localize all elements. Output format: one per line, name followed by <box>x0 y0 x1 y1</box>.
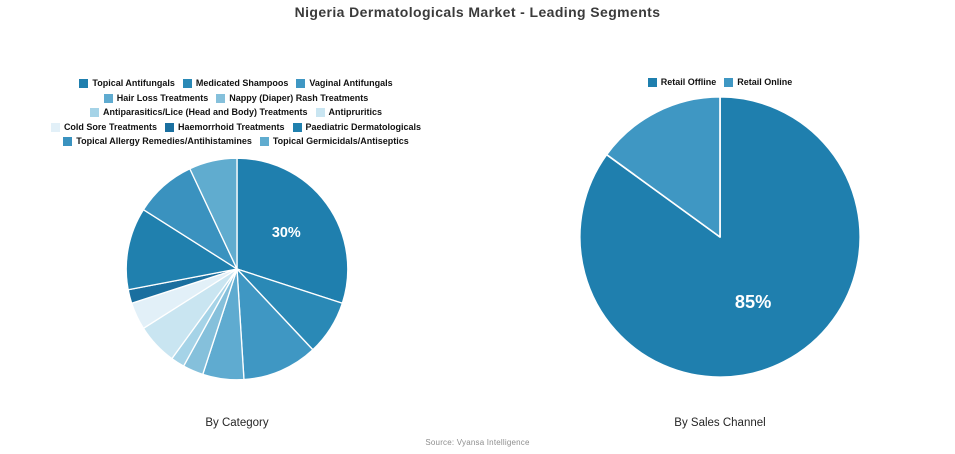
legend-item-cold-sore-treatments[interactable]: Cold Sore Treatments <box>50 121 157 133</box>
sales-channel-caption: By Sales Channel <box>674 417 766 429</box>
legend-label: Vaginal Antifungals <box>309 78 393 88</box>
legend-item-hair-loss-treatments[interactable]: Hair Loss Treatments <box>103 92 209 104</box>
pie-slice-1[interactable] <box>605 95 721 238</box>
legend-label: Retail Offline <box>660 77 717 87</box>
legend-label: Antiparasitics/Lice (Head and Body) Trea… <box>102 107 308 117</box>
legend-swatch-icon <box>89 108 99 117</box>
legend-row: Antiparasitics/Lice (Head and Body) Trea… <box>10 107 462 118</box>
legend-swatch-icon <box>50 122 60 132</box>
pie-data-label: 30% <box>272 225 301 241</box>
category-legend: Topical Antifungals Medicated Shampoos Vag… <box>10 78 462 147</box>
source-note: Source: Vyansa Intelligence <box>425 438 530 447</box>
legend-item-nappy-diaper-rash-treatments[interactable]: Nappy (Diaper) Rash Treatments <box>216 93 368 104</box>
legend-label: Haemorrhoid Treatments <box>177 121 285 132</box>
legend-item-antipruritics[interactable]: Antipruritics <box>315 107 383 118</box>
legend-row: Topical Allergy Remedies/Antihistamines T… <box>10 136 462 147</box>
legend-swatch-icon <box>182 79 192 88</box>
legend-item-retail-online[interactable]: Retail Online <box>724 77 792 88</box>
legend-label: Medicated Shampoos <box>195 78 289 88</box>
legend-label: Topical Antifungals <box>92 78 175 88</box>
legend-swatch-icon <box>647 78 657 87</box>
pie-slice-2[interactable] <box>236 268 314 381</box>
pie-slice-11[interactable] <box>189 157 238 270</box>
legend-swatch-icon <box>259 137 269 146</box>
page-title: Nigeria Dermatologicals Market - Leading… <box>294 4 661 20</box>
legend-item-paediatric-dermatologicals[interactable]: Paediatric Dermatologicals <box>292 121 422 133</box>
sales-channel-legend: Retail Offline Retail Online <box>562 77 878 88</box>
pie-data-label: 85% <box>735 292 771 312</box>
legend-item-topical-antifungals[interactable]: Topical Antifungals <box>79 78 175 89</box>
legend-label: Cold Sore Treatments <box>63 121 157 132</box>
legend-swatch-icon <box>216 93 226 103</box>
legend-label: Topical Allergy Remedies/Antihistamines <box>76 136 252 146</box>
legend-swatch-icon <box>315 108 325 117</box>
legend-swatch-icon <box>724 78 734 87</box>
legend-swatch-icon <box>164 122 174 132</box>
legend-row: Topical Antifungals Medicated Shampoos Vag… <box>10 78 462 89</box>
legend-row: Cold Sore Treatments Haemorrhoid Treatmen… <box>10 122 462 133</box>
category-caption: By Category <box>205 417 269 429</box>
legend-swatch-icon <box>63 137 73 146</box>
legend-swatch-icon <box>79 79 89 88</box>
legend-swatch-icon <box>296 79 306 88</box>
legend-item-retail-offline[interactable]: Retail Offline <box>647 77 717 88</box>
legend-row: Hair Loss Treatments Nappy (Diaper) Rash … <box>10 93 462 104</box>
legend-swatch-icon <box>103 93 113 103</box>
legend-label: Antipruritics <box>328 107 383 117</box>
legend-label: Hair Loss Treatments <box>116 92 209 103</box>
legend-label: Nappy (Diaper) Rash Treatments <box>229 92 369 103</box>
legend-item-vaginal-antifungals[interactable]: Vaginal Antifungals <box>296 78 393 89</box>
sales-channel-pie-chart: 85% <box>578 95 861 379</box>
legend-swatch-icon <box>292 122 302 132</box>
legend-label: Topical Germicidals/Antiseptics <box>272 136 409 146</box>
legend-label: Retail Online <box>737 77 793 87</box>
pie-slice-0[interactable] <box>236 157 349 304</box>
pie-slice-9[interactable] <box>125 208 238 291</box>
legend-label: Paediatric Dermatologicals <box>305 121 422 132</box>
legend-item-topical-germicidals-antiseptics[interactable]: Topical Germicidals/Antiseptics <box>259 136 409 147</box>
legend-item-antiparasitics-lice-head-and-body-treatments[interactable]: Antiparasitics/Lice (Head and Body) Trea… <box>89 107 308 118</box>
legend-item-medicated-shampoos[interactable]: Medicated Shampoos <box>182 78 289 89</box>
legend-item-haemorrhoid-treatments[interactable]: Haemorrhoid Treatments <box>164 121 285 133</box>
legend-item-topical-allergy-remedies-antihistamines[interactable]: Topical Allergy Remedies/Antihistamines <box>63 136 252 147</box>
legend-row: Retail Offline Retail Online <box>562 77 878 88</box>
category-pie-chart: 30% <box>125 157 349 381</box>
